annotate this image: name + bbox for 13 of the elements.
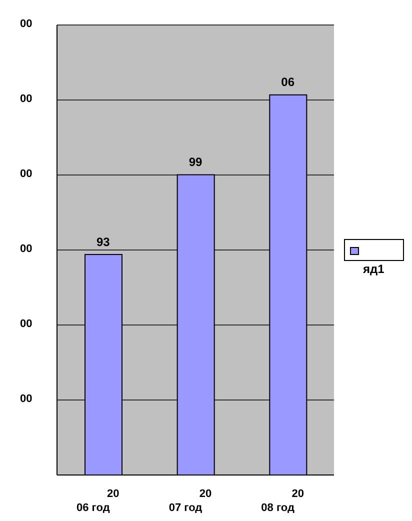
x-tick-label: 20 07 год — [168, 488, 212, 514]
x-tick-label: 20 08 год — [261, 488, 304, 514]
legend-label: яд1 — [363, 262, 384, 276]
annotation: 99 — [188, 154, 204, 169]
text: 00 — [20, 317, 32, 331]
annotation: 06 — [280, 74, 296, 89]
annotation: 93 — [95, 234, 111, 249]
x-tick-label: 20 06 год — [76, 488, 120, 514]
text: 00 — [20, 242, 32, 256]
text: 00 — [20, 17, 32, 31]
text: 00 — [20, 392, 32, 406]
text: 00 — [20, 92, 32, 106]
text: 00 — [20, 167, 32, 181]
